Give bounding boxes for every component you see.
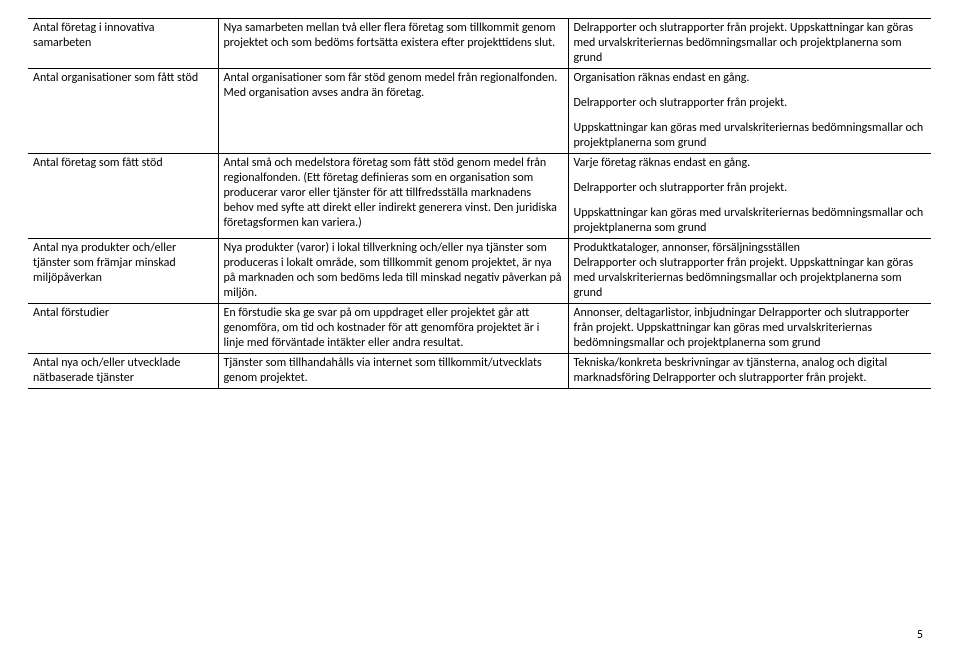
- table-row: Antal företag i innovativa samarbeten Ny…: [28, 19, 931, 69]
- cell-source-line: Varje företag räknas endast en gång.: [574, 156, 751, 170]
- cell-definition: Antal små och medelstora företag som fåt…: [218, 154, 568, 239]
- cell-indicator: Antal företag som fått stöd: [28, 154, 218, 239]
- cell-indicator: Antal förstudier: [28, 304, 218, 354]
- table-row: Antal organisationer som fått stöd Antal…: [28, 69, 931, 154]
- indicators-table: Antal företag i innovativa samarbeten Ny…: [28, 18, 931, 389]
- cell-definition: Tjänster som tillhandahålls via internet…: [218, 354, 568, 389]
- cell-indicator: Antal företag i innovativa samarbeten: [28, 19, 218, 69]
- table-row: Antal nya produkter och/eller tjänster s…: [28, 239, 931, 304]
- cell-definition: Nya produkter (varor) i lokal tillverkni…: [218, 239, 568, 304]
- cell-source-line: Organisation räknas endast en gång.: [574, 71, 750, 85]
- cell-source-line: Delrapporter och slutrapporter från proj…: [574, 96, 788, 110]
- cell-source-line: Delrapporter och slutrapporter från proj…: [574, 181, 788, 195]
- cell-source: Tekniska/konkreta beskrivningar av tjäns…: [568, 354, 931, 389]
- cell-source: Delrapporter och slutrapporter från proj…: [568, 19, 931, 69]
- cell-source: Organisation räknas endast en gång. Delr…: [568, 69, 931, 154]
- cell-source-line: Uppskattningar kan göras med urvalskrite…: [574, 206, 924, 235]
- table-row: Antal förstudier En förstudie ska ge sva…: [28, 304, 931, 354]
- cell-definition: En förstudie ska ge svar på om uppdraget…: [218, 304, 568, 354]
- cell-indicator: Antal nya produkter och/eller tjänster s…: [28, 239, 218, 304]
- cell-indicator: Antal organisationer som fått stöd: [28, 69, 218, 154]
- document-page: Antal företag i innovativa samarbeten Ny…: [0, 0, 959, 399]
- cell-indicator: Antal nya och/eller utvecklade nätbasera…: [28, 354, 218, 389]
- table-row: Antal nya och/eller utvecklade nätbasera…: [28, 354, 931, 389]
- cell-source-line: Uppskattningar kan göras med urvalskrite…: [574, 121, 924, 150]
- cell-source: Annonser, deltagarlistor, inbjudningar D…: [568, 304, 931, 354]
- cell-source: Produktkataloger, annonser, försäljnings…: [568, 239, 931, 304]
- cell-definition: Nya samarbeten mellan två eller flera fö…: [218, 19, 568, 69]
- cell-source: Varje företag räknas endast en gång. Del…: [568, 154, 931, 239]
- table-row: Antal företag som fått stöd Antal små oc…: [28, 154, 931, 239]
- page-number: 5: [917, 628, 923, 642]
- cell-definition: Antal organisationer som får stöd genom …: [218, 69, 568, 154]
